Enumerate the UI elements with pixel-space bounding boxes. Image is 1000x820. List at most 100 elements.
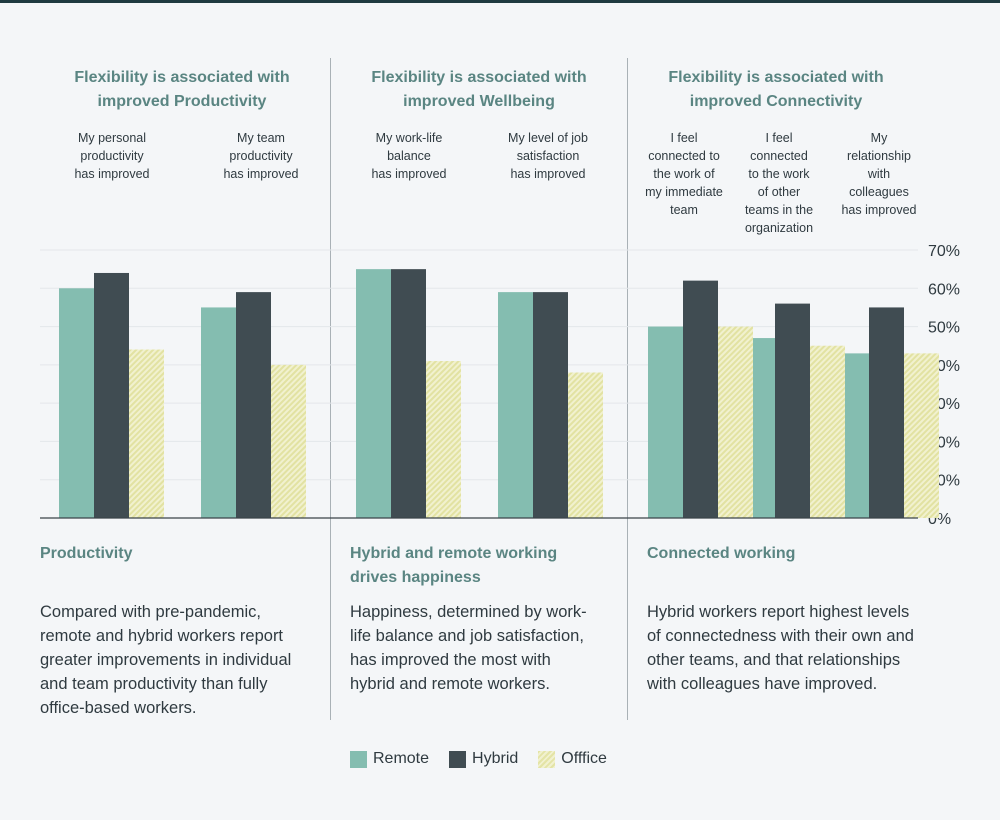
legend: Remote Hybrid Offfice [350, 750, 627, 768]
category-label-line: to the work [748, 167, 810, 181]
body-line: and team productivity than fully [40, 675, 268, 693]
bar-offfice-4 [718, 326, 753, 518]
body-line: with colleagues have improved. [647, 675, 878, 693]
category-label-line: has improved [371, 167, 447, 181]
bar-remote-4 [648, 326, 683, 518]
category-label-line: productivity [80, 149, 144, 163]
category-label-line: teams in the [744, 203, 814, 217]
category-label-line: my immediate [645, 185, 723, 199]
panel-title-wellbeing: Flexibility is associated with improved … [339, 66, 619, 114]
category-label-line: My [870, 131, 888, 145]
category-label-line: has improved [223, 167, 299, 181]
category-label-line: satisfaction [516, 149, 580, 163]
category-label-line: connected to [648, 149, 720, 163]
bar-hybrid-4 [683, 280, 718, 518]
body-line: has improved the most with [350, 651, 551, 669]
panel-title-line: improved Wellbeing [403, 93, 555, 110]
bar-hybrid-1 [236, 292, 271, 518]
bar-remote-2 [356, 269, 391, 518]
panel-title-line: improved Connectivity [689, 93, 863, 110]
legend-label-office: Offfice [561, 750, 607, 767]
panel-title-line: Flexibility is associated with [668, 69, 884, 86]
body-line: hybrid and remote workers. [350, 675, 550, 693]
top-bar [0, 0, 1000, 3]
category-label: I feel connected to the work of my immediat… [639, 129, 729, 219]
category-label-line: team [670, 203, 698, 217]
section-body-wellbeing: Happiness, determined by work- life bala… [350, 600, 625, 696]
category-label-line: My work-life [375, 131, 443, 145]
category-label: My level of job satisfaction has improved [493, 129, 603, 183]
bar-offfice-3 [568, 372, 603, 518]
section-heading-line: Connected working [647, 545, 796, 562]
bar-hybrid-3 [533, 292, 568, 518]
bar-hybrid-6 [869, 307, 904, 518]
bar-hybrid-2 [391, 269, 426, 518]
section-body-connectivity: Hybrid workers report highest levels of … [647, 600, 947, 696]
category-label-line: relationship [847, 149, 911, 163]
bar-offfice-6 [904, 353, 939, 518]
category-label: My relationship with colleagues has improved [834, 129, 924, 219]
category-label-line: balance [387, 149, 431, 163]
y-tick-label: 70% [928, 243, 960, 260]
panel-title-line: improved Productivity [97, 93, 267, 110]
category-label-line: My team [237, 131, 285, 145]
y-tick-label: 50% [928, 320, 960, 337]
body-line: of connectedness with their own and [647, 627, 914, 645]
body-line: Hybrid workers report highest levels [647, 603, 910, 621]
y-tick-label: 60% [928, 281, 960, 298]
body-line: Happiness, determined by work- [350, 603, 587, 621]
category-label-line: the work of [653, 167, 715, 181]
bar-remote-3 [498, 292, 533, 518]
legend-swatch-hybrid [449, 750, 467, 768]
category-label-line: colleagues [849, 185, 909, 199]
legend-item-hybrid: Hybrid [449, 750, 518, 768]
panel-title-productivity: Flexibility is associated with improved … [42, 66, 322, 114]
bar-hybrid-5 [775, 303, 810, 518]
category-label: My work-life balance has improved [354, 129, 464, 183]
section-heading-line: drives happiness [350, 569, 481, 586]
body-line: office-based workers. [40, 699, 197, 717]
panel-divider-1 [330, 58, 331, 720]
category-label-line: has improved [510, 167, 586, 181]
panel-title-connectivity: Flexibility is associated with improved … [636, 66, 916, 114]
category-label-line: My level of job [508, 131, 588, 145]
category-label-line: has improved [74, 167, 150, 181]
legend-label-hybrid: Hybrid [472, 750, 519, 767]
bar-offfice-2 [426, 361, 461, 518]
legend-label-remote: Remote [373, 750, 430, 767]
category-label-line: connected [750, 149, 808, 163]
category-label-line: with [867, 167, 891, 181]
bar-remote-1 [201, 307, 236, 518]
legend-item-office: Offfice [538, 750, 607, 768]
category-label: My personal productivity has improved [57, 129, 167, 183]
panel-title-line: Flexibility is associated with [371, 69, 587, 86]
category-label-line: I feel [670, 131, 698, 145]
category-label-line: I feel [765, 131, 793, 145]
bar-hybrid-0 [94, 272, 129, 518]
bar-offfice-0 [129, 349, 164, 518]
section-heading-line: Hybrid and remote working [350, 545, 558, 562]
panel-divider-2 [627, 58, 628, 720]
section-body-productivity: Compared with pre-pandemic, remote and h… [40, 600, 315, 720]
category-label-line: My personal [77, 131, 147, 145]
body-line: other teams, and that relationships [647, 651, 901, 669]
legend-item-remote: Remote [350, 750, 429, 768]
category-label-line: productivity [229, 149, 293, 163]
body-line: life balance and job satisfaction, [350, 627, 584, 645]
category-label-line: of other [757, 185, 801, 199]
category-label-line: organization [744, 221, 814, 235]
section-heading-connectivity: Connected working [647, 542, 795, 566]
bar-remote-0 [59, 288, 94, 518]
category-label: I feel connected to the work of other teams … [734, 129, 824, 237]
bar-offfice-5 [810, 345, 845, 518]
category-label-line: has improved [841, 203, 917, 217]
body-line: remote and hybrid workers report [40, 627, 284, 645]
section-heading-wellbeing: Hybrid and remote working drives happine… [350, 542, 557, 590]
section-heading-productivity: Productivity [40, 542, 132, 566]
body-line: Compared with pre-pandemic, [40, 603, 262, 621]
legend-swatch-remote [350, 750, 367, 768]
legend-swatch-office [538, 750, 556, 768]
section-heading-line: Productivity [40, 545, 133, 562]
bar-chart: 0%10%20%30%40%50%60%70% [40, 243, 960, 528]
bar-offfice-1 [271, 364, 306, 518]
